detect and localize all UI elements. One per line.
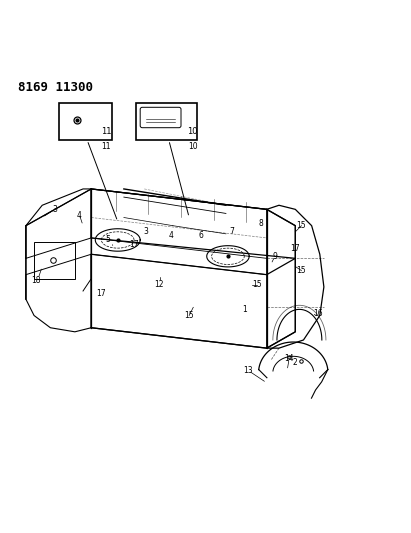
Text: 17: 17	[97, 288, 106, 297]
Text: 11: 11	[102, 127, 112, 136]
Text: 16: 16	[313, 309, 323, 318]
Text: 1: 1	[242, 305, 247, 314]
Text: 12: 12	[154, 280, 163, 289]
Text: 15: 15	[252, 280, 261, 289]
Text: 7: 7	[230, 227, 234, 236]
Text: 10: 10	[188, 142, 198, 151]
Text: 3: 3	[144, 227, 149, 236]
Text: 11: 11	[101, 142, 110, 151]
FancyBboxPatch shape	[58, 103, 112, 140]
Text: 5: 5	[105, 236, 110, 245]
Text: 6: 6	[199, 231, 204, 240]
Text: 4: 4	[169, 231, 173, 240]
Text: 15: 15	[297, 221, 306, 230]
Text: 2: 2	[293, 358, 298, 367]
Text: 3: 3	[52, 205, 57, 214]
Text: 15: 15	[297, 266, 306, 275]
Text: 9: 9	[272, 252, 277, 261]
Text: 17: 17	[129, 239, 139, 248]
Bar	[34, 242, 75, 279]
Text: 8169 11300: 8169 11300	[18, 81, 93, 94]
Text: 10: 10	[187, 127, 198, 136]
Text: 14: 14	[284, 354, 294, 363]
FancyBboxPatch shape	[136, 103, 197, 140]
Text: 15: 15	[185, 311, 194, 320]
Text: 13: 13	[244, 366, 253, 375]
Text: 18: 18	[31, 276, 41, 285]
Text: 17: 17	[291, 244, 300, 253]
Text: 8: 8	[258, 219, 263, 228]
Text: 4: 4	[76, 211, 81, 220]
